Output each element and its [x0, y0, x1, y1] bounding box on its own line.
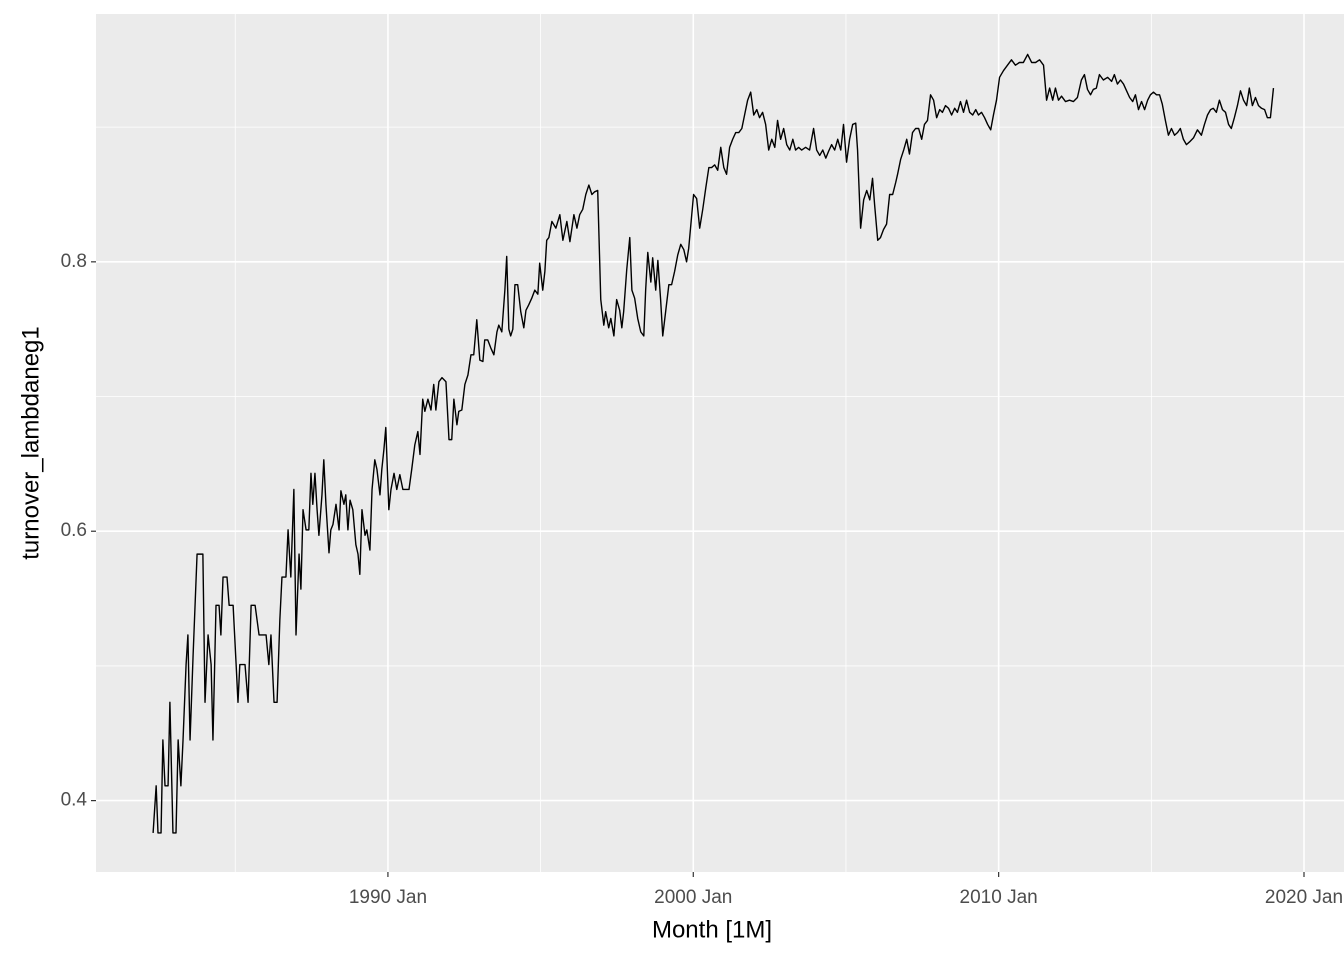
x-tick-label: 2020 Jan [1265, 887, 1343, 908]
y-tick-label: 0.8 [61, 251, 87, 272]
y-tick-label: 0.4 [61, 790, 88, 811]
x-tick-label: 1990 Jan [349, 887, 427, 908]
panel-background [96, 14, 1344, 872]
x-tick-label: 2010 Jan [960, 887, 1038, 908]
x-axis-title: Month [1M] [652, 916, 772, 943]
y-axis-title: turnover_lambdaneg1 [17, 326, 44, 560]
x-tick-label: 2000 Jan [654, 887, 732, 908]
data-line [152, 53, 1275, 834]
y-tick-label: 0.6 [61, 520, 87, 541]
